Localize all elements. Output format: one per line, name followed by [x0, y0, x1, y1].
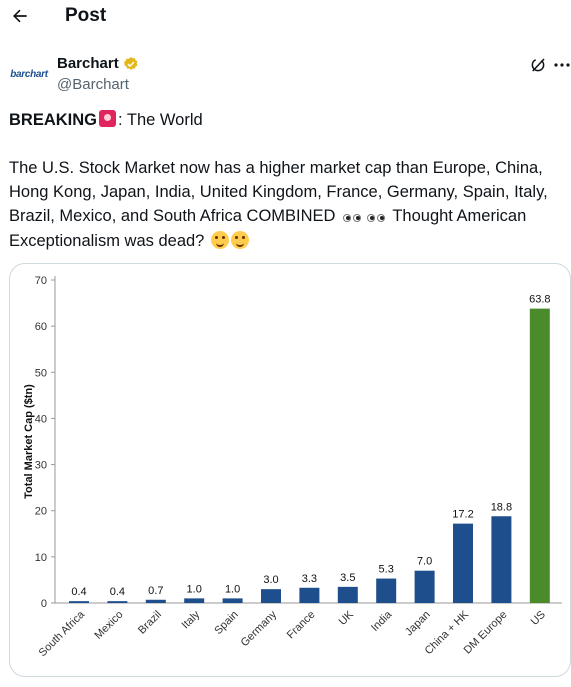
x-tick-label: Japan: [403, 609, 433, 639]
bar: [69, 601, 89, 603]
author-display-name[interactable]: Barchart: [57, 55, 119, 72]
bar-value-label: 5.3: [379, 564, 394, 576]
y-tick-label: 20: [35, 506, 47, 518]
y-tick-label: 70: [35, 275, 47, 287]
bar-value-label: 3.5: [340, 572, 355, 584]
bar: [491, 516, 512, 603]
y-tick-label: 0: [41, 598, 47, 610]
x-tick-label: Germany: [239, 608, 280, 649]
tweet-headline: BREAKING : The World: [9, 110, 203, 130]
bar-value-label: 3.0: [263, 574, 278, 586]
siren-emoji-icon: [99, 110, 117, 127]
x-tick-label: India: [369, 608, 395, 634]
top-bar: Post: [0, 0, 571, 34]
grok-button[interactable]: [528, 55, 548, 75]
x-tick-label: South Africa: [37, 608, 88, 659]
x-tick-label: Italy: [180, 608, 203, 631]
avatar-logo-text: barchart: [10, 68, 48, 80]
post-header: barchart Barchart @Barchart: [0, 50, 571, 100]
headline-rest: : The World: [118, 111, 203, 129]
market-cap-bar-chart: 0 10 20 30 40 50 60 70 Total Market Cap ($tn) 0.…: [23, 275, 562, 659]
tweet-body-line: Exceptionalism was dead?: [9, 229, 569, 253]
y-tick-label: 30: [35, 460, 47, 472]
bar-value-label: 17.2: [452, 509, 473, 521]
grok-icon: [531, 58, 545, 72]
bar-value-label: 0.4: [110, 586, 125, 598]
tweet-body: The U.S. Stock Market now has a higher m…: [9, 156, 569, 253]
bar: [145, 599, 166, 603]
bar: [261, 589, 281, 603]
back-button[interactable]: [6, 2, 34, 30]
x-tick-label: Mexico: [92, 609, 125, 642]
arrow-left-icon: [13, 9, 27, 23]
bar: [453, 523, 473, 603]
more-options-button[interactable]: [553, 55, 571, 75]
tweet-body-line: Brazil, Mexico, and South Africa COMBINE…: [9, 204, 569, 229]
author-handle[interactable]: @Barchart: [57, 76, 129, 93]
tweet-body-line: The U.S. Stock Market now has a higher m…: [9, 159, 543, 177]
bar: [337, 586, 358, 603]
thinking-face-emoji-icon: [210, 231, 229, 249]
x-tick-label: US: [529, 609, 548, 628]
bar: [414, 570, 435, 603]
x-tick-label: Brazil: [136, 609, 164, 637]
bar: [299, 587, 320, 603]
bar-value-label: 3.3: [302, 573, 317, 585]
bar-value-label: 7.0: [417, 556, 432, 568]
rolling-laughing-emoji-icon: [230, 231, 249, 249]
eyes-emoji-icon: [366, 205, 386, 229]
x-tick-label: UK: [337, 608, 357, 628]
bar-value-label: 0.7: [148, 585, 163, 597]
x-tick-label: France: [285, 609, 318, 642]
y-tick-label: 60: [35, 321, 47, 333]
media-image-card[interactable]: 0 10 20 30 40 50 60 70 Total Market Cap ($tn) 0.…: [9, 263, 571, 677]
bar: [222, 598, 243, 603]
x-tick-label: Spain: [212, 609, 240, 637]
verified-badge-icon: [123, 56, 138, 70]
eyes-emoji-icon: [342, 205, 362, 229]
breaking-label: BREAKING: [9, 111, 98, 129]
more-horizontal-icon: [554, 63, 570, 67]
bar: [184, 598, 205, 603]
tweet-body-line: Hong Kong, Japan, India, United Kingdom,…: [9, 183, 548, 201]
bar: [376, 578, 397, 603]
y-tick-label: 40: [35, 413, 47, 425]
author-name-row: Barchart: [57, 55, 139, 72]
bar: [529, 308, 550, 603]
avatar[interactable]: barchart: [6, 60, 52, 88]
y-tick-label: 50: [35, 367, 47, 379]
bar-value-label: 1.0: [187, 583, 202, 595]
bar-value-label: 1.0: [225, 583, 240, 595]
bar-value-label: 63.8: [529, 294, 550, 306]
page-title: Post: [65, 5, 107, 26]
bar-value-label: 0.4: [71, 586, 86, 598]
bar: [107, 601, 128, 603]
y-axis-title: Total Market Cap ($tn): [23, 384, 35, 499]
y-tick-label: 10: [35, 552, 47, 564]
bar-value-label: 18.8: [491, 501, 512, 513]
